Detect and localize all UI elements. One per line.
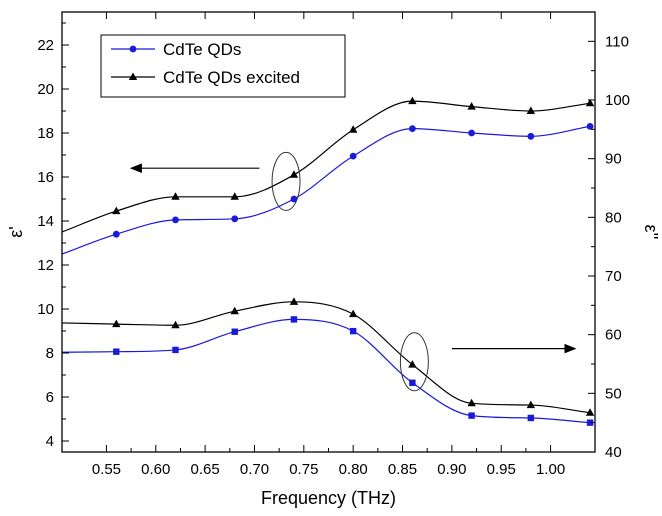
- y-right-tick-label-1: 50: [605, 385, 622, 402]
- legend-label-cdte: CdTe QDs: [163, 40, 241, 59]
- y-right-tick-label-7: 110: [605, 33, 629, 50]
- x-tick-label-5: 0.80: [339, 461, 368, 478]
- data-point-3-9: [585, 408, 595, 416]
- y-axis-right-title: ε'': [641, 225, 661, 240]
- y-left-tick-label-7: 18: [37, 125, 54, 142]
- data-point-3-5: [348, 309, 358, 318]
- y-left-tick-label-5: 14: [37, 213, 54, 230]
- y-left-tick-label-8: 20: [37, 81, 54, 98]
- x-axis: 0.55 0.60 0.65 0.70 0.75 0.80 0.85 0.90 0.95 1.00: [92, 12, 565, 478]
- x-tick-label-0: 0.55: [92, 461, 121, 478]
- y-axis-left-title: ε': [6, 226, 26, 237]
- data-point-0-7: [468, 129, 476, 137]
- data-point-0-2: [172, 216, 179, 224]
- legend-marker-0: [129, 45, 137, 53]
- data-point-3-1: [112, 319, 121, 328]
- annotation-ellipse-0: [271, 151, 301, 211]
- y-axis-right: 40 50 60 70 80 90 100 110: [588, 11, 630, 461]
- legend-marker-1: [128, 72, 138, 80]
- y-left-tick-label-4: 12: [37, 257, 54, 274]
- data-point-2-9: [586, 419, 594, 426]
- data-point-3-7: [467, 398, 476, 407]
- data-point-1-1: [112, 206, 121, 215]
- series-line-1: [61, 100, 591, 233]
- y-right-tick-label-4: 80: [605, 209, 622, 226]
- data-point-0-9: [586, 123, 594, 130]
- series-line-0: [61, 125, 591, 255]
- data-point-0-6: [408, 125, 416, 132]
- legend-symbol-cdte-excited: [111, 72, 155, 80]
- data-point-1-2: [171, 192, 180, 200]
- y-right-tick-label-5: 90: [605, 151, 622, 168]
- data-point-3-3: [230, 306, 239, 315]
- series-markers: [112, 96, 595, 426]
- data-point-0-4: [290, 195, 298, 203]
- data-point-0-5: [349, 152, 357, 160]
- y-right-tick-label-3: 70: [605, 268, 622, 285]
- data-point-3-6: [408, 360, 417, 368]
- data-point-0-3: [231, 215, 239, 223]
- data-point-2-1: [113, 348, 120, 355]
- data-point-2-6: [409, 379, 416, 386]
- y-right-tick-label-2: 60: [605, 327, 622, 344]
- x-tick-label-6: 0.85: [388, 461, 417, 478]
- x-tick-label-9: 1.00: [536, 461, 565, 478]
- series-line-3: [61, 301, 591, 414]
- y-left-tick-label-6: 16: [37, 169, 54, 186]
- y-left-tick-label-2: 8: [46, 345, 54, 362]
- data-point-0-8: [527, 132, 535, 140]
- data-point-1-9: [585, 98, 595, 107]
- data-point-1-8: [526, 106, 536, 114]
- data-point-2-2: [172, 346, 179, 354]
- y-right-tick-label-0: 40: [605, 444, 622, 461]
- data-point-2-4: [290, 316, 298, 323]
- y-left-tick-label-3: 10: [37, 301, 54, 318]
- data-point-3-4: [289, 297, 299, 305]
- legend-box: [100, 34, 346, 98]
- y-right-tick-label-6: 100: [605, 92, 630, 109]
- data-point-3-8: [526, 400, 536, 409]
- x-tick-label-1: 0.60: [141, 461, 170, 478]
- x-tick-label-7: 0.90: [437, 461, 466, 478]
- y-axis-left: 4 6 8 10 12 14 16 18 20 22: [37, 22, 69, 450]
- x-tick-label-3: 0.70: [240, 461, 269, 478]
- y-left-tick-label-0: 4: [46, 433, 54, 450]
- x-tick-label-2: 0.65: [191, 461, 220, 478]
- x-tick-label-8: 0.95: [487, 461, 516, 478]
- y-left-tick-label-1: 6: [46, 389, 54, 406]
- data-point-1-4: [289, 170, 299, 178]
- data-point-3-2: [171, 320, 180, 329]
- y-left-tick-label-9: 22: [37, 37, 54, 54]
- data-point-0-1: [112, 230, 120, 238]
- data-point-2-3: [231, 328, 238, 335]
- data-point-1-7: [467, 102, 476, 110]
- annotation-ellipse-2: [399, 332, 429, 392]
- x-tick-label-4: 0.75: [289, 461, 318, 478]
- data-point-1-6: [408, 96, 417, 105]
- data-point-2-8: [527, 414, 535, 422]
- x-axis-title: Frequency (THz): [261, 488, 396, 508]
- series-line-2: [61, 318, 591, 424]
- annotations: [129, 151, 577, 392]
- legend: CdTe QDs CdTe QDs excited: [100, 34, 346, 98]
- series-curves: [61, 100, 591, 424]
- data-point-1-3: [230, 192, 239, 200]
- data-point-2-5: [349, 327, 357, 335]
- data-point-2-7: [468, 412, 475, 419]
- legend-symbol-cdte: [111, 45, 155, 53]
- legend-label-cdte-excited: CdTe QDs excited: [163, 68, 300, 87]
- data-point-1-5: [348, 125, 358, 133]
